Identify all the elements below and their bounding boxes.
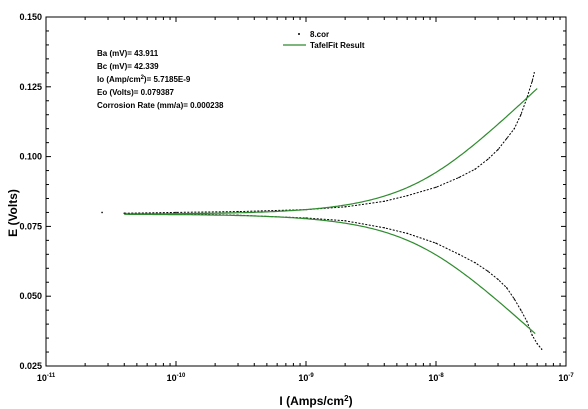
x-tick-exponent: -9 — [308, 373, 314, 379]
x-tick-base: 10 — [37, 373, 47, 383]
measured-point-anodic — [533, 72, 535, 74]
x-axis-title-main: I (Amps/cm — [279, 394, 344, 408]
x-tick-label: 10-10 — [167, 373, 186, 383]
x-tick-exponent: -7 — [568, 373, 574, 379]
x-tick-label: 10-9 — [298, 373, 314, 383]
legend-marker-measured — [298, 33, 300, 35]
measured-anodic-branch — [124, 72, 535, 214]
measured-point-cathodic — [435, 242, 437, 244]
series-layer — [101, 72, 543, 350]
measured-point-anodic — [435, 186, 437, 189]
x-tick-label: 10-8 — [428, 373, 444, 383]
measured-point-anodic — [406, 194, 408, 197]
y-tick-label: 0.125 — [19, 82, 42, 92]
annotation-corrosion-rate: Corrosion Rate (mm/a)= 0.000238 — [97, 101, 224, 110]
annotation-ba: Ba (mV)= 43.911 — [97, 49, 159, 58]
measured-point-cathodic — [458, 253, 460, 256]
x-axis-title-sup: 2 — [344, 394, 349, 403]
measured-point-cathodic — [513, 298, 515, 300]
measured-point-anodic — [458, 176, 460, 179]
measured-point-anodic — [344, 206, 346, 208]
x-tick-label: 10-11 — [37, 373, 56, 383]
tafel-fit-anodic — [124, 88, 538, 215]
x-tick-exponent: -11 — [47, 373, 56, 379]
x-tick-base: 10 — [558, 373, 568, 383]
measured-point-stray — [101, 211, 103, 214]
measured-point-cathodic — [540, 348, 543, 350]
measured-point-cathodic — [520, 309, 522, 311]
measured-point-cathodic — [497, 278, 499, 281]
annotation-io-prefix: Io (Amp/cm — [97, 75, 141, 84]
measured-point-cathodic — [406, 232, 408, 235]
x-tick-exponent: -8 — [438, 373, 444, 379]
measured-point-anodic — [513, 127, 515, 130]
annotation-io: Io (Amp/cm2)= 5.7185E-9 — [97, 75, 191, 84]
y-tick-label: 0.150 — [19, 12, 42, 22]
x-tick-base: 10 — [298, 373, 308, 383]
y-tick-label: 0.025 — [19, 361, 42, 371]
measured-point-cathodic — [506, 287, 508, 289]
x-tick-base: 10 — [428, 373, 438, 383]
measured-point-anodic — [531, 80, 533, 82]
measured-point-cathodic — [344, 220, 346, 222]
x-tick-label: 10-7 — [558, 373, 574, 383]
x-axis-title: I (Amps/cm2) — [279, 394, 352, 408]
y-tick-label: 0.050 — [19, 291, 42, 301]
measured-point-cathodic — [474, 261, 476, 264]
y-tick-label: 0.100 — [19, 152, 42, 162]
measured-point-anodic — [520, 114, 522, 116]
fit-annotations: Ba (mV)= 43.911 Bc (mV)= 42.339 Io (Amp/… — [97, 49, 224, 110]
tafel-fit-cathodic — [124, 213, 536, 335]
measured-point-anodic — [383, 200, 385, 202]
measured-point-anodic — [175, 211, 177, 214]
measured-point-cathodic — [383, 227, 385, 229]
y-tick-label: 0.075 — [19, 221, 42, 231]
legend: 8.cor TafelFit Result — [283, 30, 365, 50]
measured-point-anodic — [237, 210, 239, 213]
measured-point-anodic — [506, 137, 508, 140]
measured-point-anodic — [497, 148, 499, 151]
annotation-io-sup: 2 — [141, 75, 145, 81]
x-axis-title-close: ) — [349, 394, 353, 408]
measured-point-cathodic — [487, 270, 489, 272]
y-axis-title: E (Volts) — [6, 189, 20, 237]
legend-label-fit: TafelFit Result — [310, 41, 365, 50]
legend-label-measured: 8.cor — [310, 30, 329, 39]
x-tick-base: 10 — [167, 373, 177, 383]
x-tick-exponent: -10 — [177, 373, 186, 379]
measured-point-cathodic — [526, 320, 528, 323]
annotation-io-suffix: )= 5.7185E-9 — [144, 75, 191, 84]
measured-point-anodic — [474, 168, 476, 170]
measured-point-anodic — [487, 158, 489, 161]
measured-point-cathodic — [531, 334, 533, 336]
annotation-eo: Eo (Volts)= 0.079387 — [97, 88, 175, 97]
annotation-bc: Bc (mV)= 42.339 — [97, 62, 159, 71]
measured-point-cathodic — [536, 342, 538, 345]
